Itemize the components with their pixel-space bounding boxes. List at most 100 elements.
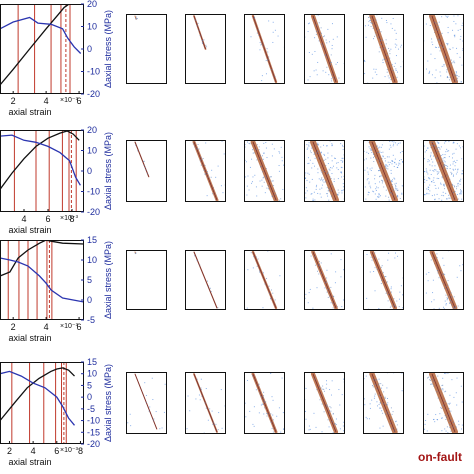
panel-frame <box>244 372 285 434</box>
fault-event <box>376 269 378 271</box>
event-dot <box>368 183 370 185</box>
x-axis-label: axial strain <box>8 333 51 343</box>
event-dot <box>309 428 311 430</box>
fault-event <box>457 77 459 79</box>
fault-event <box>391 427 393 429</box>
event-dot <box>159 428 161 430</box>
fault-event <box>390 407 392 409</box>
fault-event <box>274 299 276 301</box>
fault-event <box>437 24 439 26</box>
fault-event <box>437 397 439 399</box>
fault-event <box>385 189 387 191</box>
event-dot <box>327 28 329 30</box>
panel-frame <box>363 14 404 84</box>
event-dot <box>394 252 396 254</box>
fault-event <box>444 188 446 190</box>
fault-event <box>153 420 155 422</box>
fault-event <box>268 285 270 287</box>
event-dot <box>423 194 425 196</box>
event-dot <box>374 183 376 185</box>
fault-event <box>329 406 331 408</box>
fault-event <box>256 144 258 146</box>
fault-event <box>383 391 385 393</box>
fault-event <box>394 183 396 185</box>
fault-event <box>447 77 449 79</box>
event-dot <box>322 70 324 72</box>
event-dot <box>460 189 462 191</box>
fault-event <box>332 412 334 414</box>
event-dot <box>433 155 435 157</box>
fault-event <box>258 149 260 151</box>
event-dot <box>261 403 263 405</box>
event-dot <box>343 421 345 423</box>
fault-event <box>449 427 451 429</box>
event-dot <box>325 71 327 73</box>
event-dot <box>330 253 332 255</box>
fault-event <box>330 195 332 197</box>
fault-event <box>373 379 375 381</box>
fault-event <box>374 267 376 269</box>
event-dot <box>447 150 449 152</box>
event-dot <box>461 25 463 27</box>
fault-event <box>380 39 382 41</box>
y-tick-label: -20 <box>87 89 100 99</box>
event-dot <box>335 418 337 420</box>
event-dot <box>397 71 399 73</box>
fault-event <box>256 148 258 150</box>
event-dot <box>395 68 397 70</box>
event-dot <box>457 183 459 185</box>
fault-event <box>266 48 268 50</box>
event-dot <box>457 168 459 170</box>
fault-event <box>369 17 371 19</box>
event-dot <box>249 410 251 412</box>
fault-event <box>256 159 258 161</box>
event-dot <box>317 61 319 63</box>
fault-event <box>320 387 322 389</box>
fault-trace <box>252 141 277 201</box>
fault-event <box>321 43 323 45</box>
fault-event <box>378 170 380 172</box>
fault-event <box>278 199 280 201</box>
fault-event <box>378 160 380 162</box>
fault-event <box>255 256 257 258</box>
fault-event <box>264 283 266 285</box>
fault-event <box>315 33 317 35</box>
fault-event <box>449 79 451 81</box>
event-dot <box>389 57 391 59</box>
event-dot <box>453 169 455 171</box>
fault-event <box>460 81 462 83</box>
event-dot <box>462 40 464 42</box>
x-tick-label: 8 <box>78 446 83 456</box>
event-dot <box>327 163 329 165</box>
event-dot <box>424 171 426 173</box>
event-dot <box>459 181 461 183</box>
fault-event <box>331 80 333 82</box>
event-dot <box>332 38 334 40</box>
specimen-panel <box>244 140 285 202</box>
fault-event <box>447 288 449 290</box>
event-dot <box>400 46 402 48</box>
fault-event <box>439 50 441 52</box>
fault-event <box>443 165 445 167</box>
event-dot <box>331 144 333 146</box>
fault-event <box>317 30 319 32</box>
event-dot <box>390 79 392 81</box>
event-dot <box>454 165 456 167</box>
fault-event <box>450 300 452 302</box>
fault-event <box>326 66 328 68</box>
event-dot <box>434 198 436 200</box>
y-tick-label: 5 <box>87 275 92 285</box>
event-dot <box>403 150 404 152</box>
event-dot <box>305 172 307 174</box>
event-dot <box>396 166 398 168</box>
event-dot <box>313 412 315 414</box>
event-dot <box>330 394 332 396</box>
fault-event <box>262 171 264 173</box>
fault-event <box>444 164 446 166</box>
fault-event <box>384 397 386 399</box>
event-dot <box>330 78 332 80</box>
x-tick-label: 2 <box>11 96 16 106</box>
panel-frame <box>244 140 285 202</box>
fault-event <box>385 166 387 168</box>
fault-event <box>436 23 438 25</box>
